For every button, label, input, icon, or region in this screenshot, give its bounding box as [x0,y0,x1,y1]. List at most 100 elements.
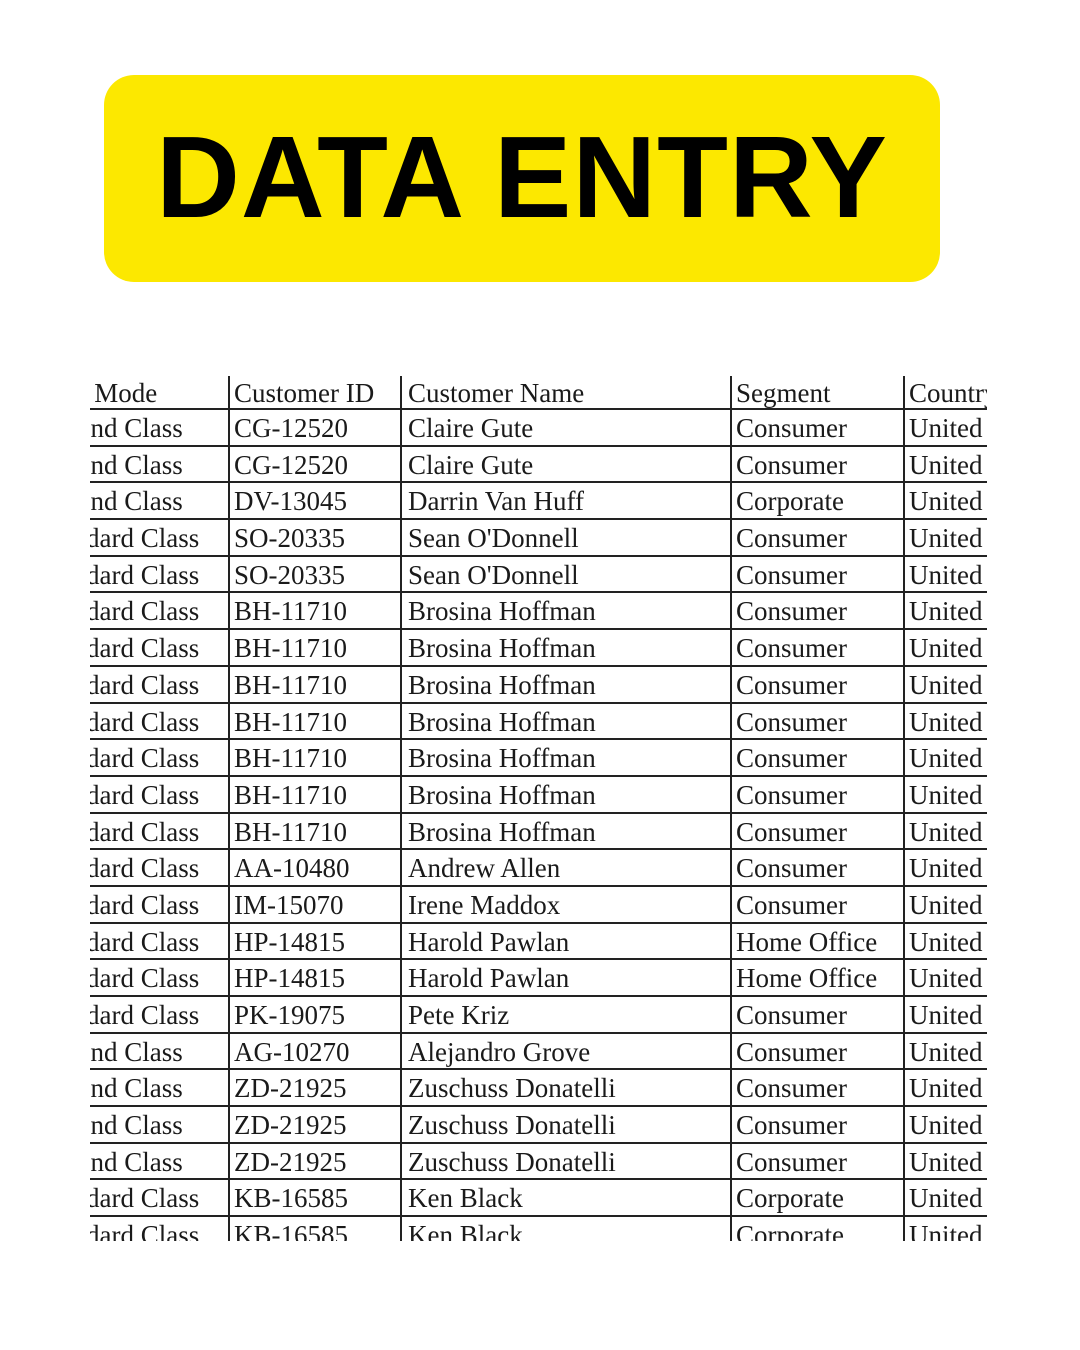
cell-country: United States [903,960,987,995]
cell-ship-mode: Standard Class [90,963,200,994]
cell-country: United States [903,483,987,519]
cell-segment: Consumer [730,1070,903,1106]
cell-segment: Consumer [730,776,903,812]
header-customer-name: Customer Name [400,376,730,408]
cell-customer-id: ZD-21925 [228,1070,400,1106]
cell-segment: Consumer [730,630,903,665]
cell-segment: Consumer [730,886,903,922]
cell-segment: Home Office [730,923,903,959]
cell-segment: Corporate [730,1217,903,1241]
cell-country: United States [903,520,987,555]
cell-ship-mode: Second Class [90,1110,183,1141]
cell-segment: Consumer [730,1143,903,1179]
header-segment: Segment [730,376,903,408]
cell-ship-mode: Second Class [90,1036,183,1067]
cell-country: United States [903,1033,987,1069]
cell-ship-mode: Standard Class [90,926,200,957]
cell-ship-mode: Standard Class [90,1183,200,1214]
cell-country: United States [903,1143,987,1179]
cell-ship-mode: Standard Class [90,779,200,810]
cell-ship-mode: Standard Class [90,1220,200,1241]
cell-customer-name: Brosina Hoffman [400,703,730,739]
cell-ship-mode: Standard Class [90,743,200,774]
cell-ship-mode: Standard Class [90,596,200,627]
cell-customer-name: Alejandro Grove [400,1033,730,1069]
cell-ship-mode: Second Class [90,1146,183,1177]
cell-country: United States [903,593,987,629]
cell-country: United States [903,850,987,885]
cell-ship-mode: Standard Class [90,853,200,884]
cell-customer-id: BH-11710 [228,740,400,775]
cell-country: United States [903,997,987,1032]
cell-customer-id: AG-10270 [228,1033,400,1069]
cell-country: United States [903,703,987,739]
cell-customer-name: Zuschuss Donatelli [400,1070,730,1106]
cell-country: United States [903,1070,987,1106]
cell-customer-id: SO-20335 [228,520,400,555]
cell-ship-mode: Standard Class [90,669,200,700]
cell-country: United States [903,1180,987,1216]
cell-customer-name: Andrew Allen [400,850,730,885]
cell-customer-id: ZD-21925 [228,1107,400,1142]
cell-customer-id: BH-11710 [228,630,400,665]
cell-customer-name: Darrin Van Huff [400,483,730,519]
cell-customer-id: AA-10480 [228,850,400,885]
table-header-row: Ship Mode Customer ID Customer Name Segm… [90,376,987,410]
cell-customer-id: DV-13045 [228,483,400,519]
cell-ship-mode: Second Class [90,413,183,443]
cell-country: United States [903,886,987,922]
cell-segment: Consumer [730,997,903,1032]
cell-customer-name: Brosina Hoffman [400,776,730,812]
cell-segment: Consumer [730,446,903,482]
cell-customer-id: KB-16585 [228,1180,400,1216]
cell-customer-name: Claire Gute [400,446,730,482]
cell-country: United States [903,446,987,482]
cell-segment: Consumer [730,556,903,592]
cell-country: United States [903,630,987,665]
cell-customer-id: BH-11710 [228,776,400,812]
header-country: Country [903,376,987,408]
cell-customer-name: Harold Pawlan [400,923,730,959]
header-customer-id: Customer ID [228,376,400,408]
cell-customer-id: BH-11710 [228,813,400,849]
cell-customer-name: Ken Black [400,1217,730,1241]
cell-customer-id: BH-11710 [228,703,400,739]
cell-country: United States [903,410,987,445]
cell-customer-id: KB-16585 [228,1217,400,1241]
cell-country: United States [903,813,987,849]
cell-country: United States [903,740,987,775]
cell-customer-id: BH-11710 [228,593,400,629]
cell-customer-name: Brosina Hoffman [400,813,730,849]
cell-segment: Consumer [730,813,903,849]
cell-ship-mode: Second Class [90,1073,183,1104]
cell-customer-name: Brosina Hoffman [400,666,730,702]
cell-segment: Home Office [730,960,903,995]
cell-country: United States [903,1107,987,1142]
cell-segment: Consumer [730,410,903,445]
cell-segment: Consumer [730,740,903,775]
cell-ship-mode: Second Class [90,486,183,517]
cell-customer-name: Irene Maddox [400,886,730,922]
cell-customer-id: HP-14815 [228,960,400,995]
banner-title: DATA ENTRY [156,111,888,242]
cell-segment: Consumer [730,1107,903,1142]
cell-customer-name: Ken Black [400,1180,730,1216]
cell-customer-name: Brosina Hoffman [400,593,730,629]
cell-segment: Consumer [730,593,903,629]
cell-segment: Consumer [730,703,903,739]
